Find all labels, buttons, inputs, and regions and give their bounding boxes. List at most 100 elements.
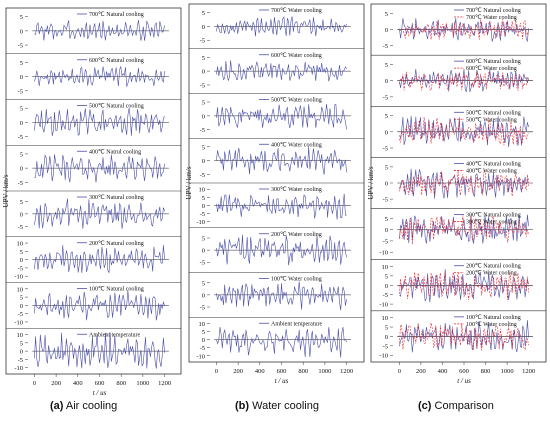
y-tick-label: -5 — [18, 224, 23, 231]
y-tick-label: -5 — [18, 265, 23, 272]
y-tick-label: -5 — [383, 238, 388, 245]
y-tick-label: 5 — [202, 55, 205, 62]
y-tick-label: -10 — [196, 219, 205, 226]
natural-cooling-series — [399, 115, 529, 148]
y-tick-label: 0 — [202, 24, 205, 31]
y-tick-label: 0 — [20, 120, 23, 127]
y-tick-label: -10 — [379, 353, 388, 360]
y-tick-label: 0 — [20, 74, 23, 81]
y-tick-label: 5 — [202, 10, 205, 17]
y-tick-label: -5 — [200, 82, 205, 89]
y-tick-label: 10 — [199, 321, 206, 328]
y-tick-label: 0 — [20, 349, 23, 356]
y-tick-label: 0 — [385, 129, 388, 136]
y-tick-label: -5 — [18, 180, 23, 187]
natural-cooling-series — [216, 234, 347, 266]
water-cooling-series — [399, 18, 529, 40]
y-tick-label: -10 — [196, 353, 205, 360]
natural-cooling-series — [34, 290, 165, 321]
y-tick-label: 10 — [17, 241, 24, 248]
natural-cooling-series — [216, 146, 347, 175]
natural-cooling-series — [399, 320, 529, 353]
x-tick-label: 200 — [233, 368, 243, 375]
y-tick-label: 0 — [202, 113, 205, 120]
y-tick-label: 0 — [202, 292, 205, 299]
y-tick-label: 5 — [20, 249, 23, 256]
y-tick-label: 5 — [385, 273, 388, 280]
y-tick-label: 0 — [385, 227, 388, 234]
water-cooling-series — [399, 271, 529, 301]
natural-cooling-series — [399, 269, 529, 303]
natural-cooling-series — [34, 66, 165, 87]
caption-b-text: Water cooling — [249, 400, 319, 412]
y-axis-label: UPV / km/s — [185, 166, 193, 199]
legend-label: 200℃ Natural cooling — [89, 241, 144, 247]
x-tick-label: 600 — [95, 380, 105, 387]
x-axis-label: t / us — [275, 377, 289, 385]
legend-label: 300℃ Natural cooling — [466, 213, 521, 219]
y-tick-label: 5 — [385, 216, 388, 223]
y-tick-label: 5 — [20, 295, 23, 302]
y-tick-label: 10 — [17, 286, 24, 293]
y-tick-label: 0 — [20, 303, 23, 310]
y-tick-label: 0 — [385, 334, 388, 341]
legend-label: 600℃ Natural cooling — [89, 58, 144, 64]
x-tick-label: 1000 — [136, 380, 149, 387]
y-axis-label: UPV / km/s — [367, 166, 375, 199]
y-tick-label: 5 — [20, 340, 23, 347]
y-tick-label: -5 — [200, 38, 205, 45]
x-tick-label: 0 — [215, 368, 218, 375]
x-tick-label: 800 — [298, 368, 308, 375]
y-tick-label: 0 — [385, 78, 388, 85]
natural-cooling-series — [216, 327, 347, 358]
natural-cooling-series — [34, 154, 165, 183]
legend-label: 600℃ Water cooling — [271, 53, 322, 59]
x-tick-label: 600 — [459, 368, 469, 375]
x-tick-label: 800 — [116, 380, 126, 387]
x-tick-label: 1200 — [158, 380, 171, 387]
chart-frame-3 — [370, 3, 547, 363]
y-tick-label: 0 — [20, 211, 23, 218]
legend-label: 300℃ Natural cooling — [89, 195, 144, 201]
y-tick-label: 5 — [385, 11, 388, 18]
legend-label: 500℃ Natural cooling — [89, 104, 144, 110]
caption-b: (b) Water cooling — [235, 400, 319, 412]
legend-label: 700℃ Natural cooling — [466, 8, 521, 14]
y-tick-label: -5 — [383, 94, 388, 101]
x-tick-label: 200 — [51, 380, 61, 387]
natural-cooling-series — [216, 16, 347, 37]
y-tick-label: 5 — [202, 100, 205, 107]
y-tick-label: 5 — [202, 329, 205, 336]
natural-cooling-series — [216, 60, 347, 82]
y-tick-label: -5 — [18, 43, 23, 50]
legend-label: 500℃ Water cooling — [271, 98, 322, 104]
y-tick-label: 0 — [20, 257, 23, 264]
legend-label: 500℃ Water cooling — [466, 117, 517, 123]
natural-cooling-series — [399, 168, 529, 199]
natural-cooling-series — [34, 198, 165, 229]
y-tick-label: 10 — [17, 332, 24, 339]
water-cooling-series — [399, 322, 529, 351]
y-tick-label: -10 — [379, 302, 388, 309]
y-tick-label: 10 — [199, 187, 206, 194]
natural-cooling-series — [216, 281, 347, 311]
y-tick-label: 5 — [202, 195, 205, 202]
y-tick-label: 10 — [382, 264, 389, 271]
legend-label: 300℃ Water cooling — [466, 220, 517, 226]
legend-label: 100℃ Natural cooling — [89, 287, 144, 293]
legend-label: 400℃ Natural cooling — [466, 161, 521, 167]
water-cooling-series — [399, 71, 529, 92]
x-tick-label: 400 — [438, 368, 448, 375]
caption-c-text: Comparison — [431, 400, 494, 412]
y-tick-label: 5 — [202, 236, 205, 243]
legend-label: 100℃ Natural cooling — [466, 315, 521, 321]
legend-label: 700℃ Water cooling — [271, 8, 322, 14]
x-tick-label: 800 — [481, 368, 491, 375]
x-tick-label: 0 — [398, 368, 401, 375]
y-tick-label: 0 — [385, 181, 388, 188]
y-tick-label: 0 — [385, 27, 388, 34]
legend-label: 100℃ Water cooling — [271, 277, 322, 283]
natural-cooling-series — [34, 245, 165, 273]
y-tick-label: -5 — [18, 134, 23, 141]
y-tick-label: 5 — [202, 280, 205, 287]
